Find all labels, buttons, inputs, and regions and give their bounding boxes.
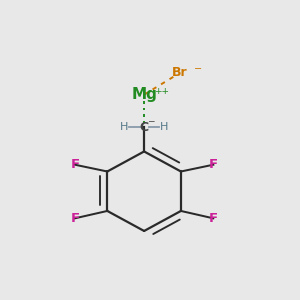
Text: ++: ++ (154, 87, 169, 96)
Text: Br: Br (172, 66, 187, 79)
Text: H: H (120, 122, 128, 132)
Text: F: F (209, 158, 218, 171)
Text: F: F (70, 158, 80, 171)
Text: C: C (140, 121, 149, 134)
Text: −: − (147, 116, 154, 125)
Text: F: F (70, 212, 80, 225)
Text: −: − (194, 64, 202, 74)
Text: H: H (160, 122, 168, 132)
Text: F: F (209, 212, 218, 225)
Text: Mg: Mg (131, 87, 157, 102)
